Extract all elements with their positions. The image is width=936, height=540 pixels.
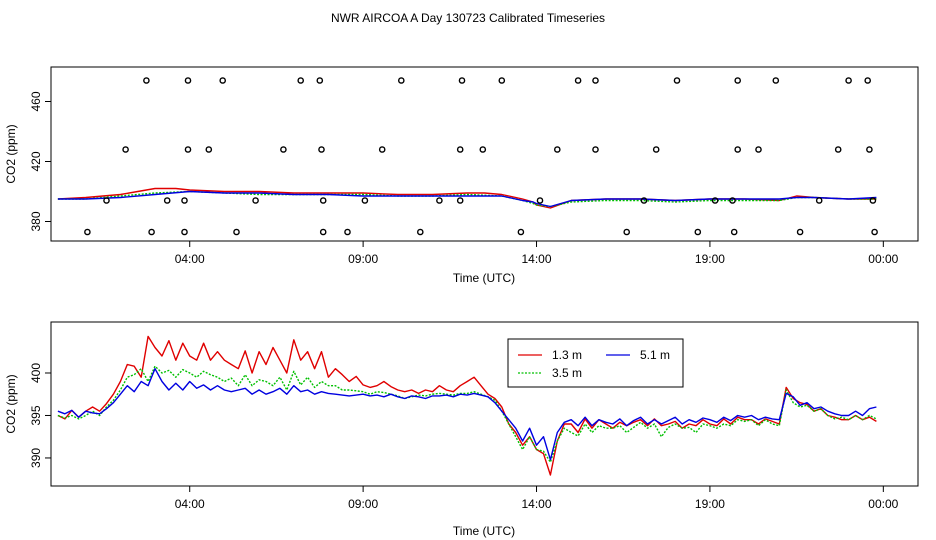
panel-2-plot-frame bbox=[50, 321, 919, 487]
calibration-point bbox=[219, 77, 226, 84]
calibration-point bbox=[122, 146, 129, 153]
calibration-point bbox=[592, 146, 599, 153]
panel-1-x-axis-label: Time (UTC) bbox=[453, 271, 515, 285]
calibration-point bbox=[184, 146, 192, 153]
calibration-point bbox=[436, 197, 443, 204]
calibration-point bbox=[319, 228, 327, 236]
panel-2-x-tick-label: 00:00 bbox=[868, 497, 898, 511]
panel-2-y-tick-label: 400 bbox=[29, 363, 43, 383]
calibration-point bbox=[378, 146, 386, 153]
panel-1-calibration-points bbox=[84, 77, 878, 236]
panel-1-y-axis: 380 420 460 bbox=[29, 91, 51, 232]
panel-2-series-line-1-3m bbox=[57, 335, 877, 476]
panel-1-x-axis: 04:00 09:00 14:00 19:00 00:00 bbox=[175, 241, 899, 266]
panel-2-y-axis-label: CO2 (ppm) bbox=[4, 374, 18, 433]
calibration-point bbox=[297, 77, 305, 84]
calibration-point bbox=[397, 77, 405, 84]
calibration-point bbox=[181, 228, 188, 236]
calibration-point bbox=[456, 197, 464, 204]
calibration-point bbox=[845, 77, 852, 84]
calibration-point bbox=[479, 146, 487, 153]
calibration-point bbox=[319, 197, 327, 204]
calibration-point bbox=[734, 77, 742, 84]
panel-1-y-tick-label: 380 bbox=[29, 211, 43, 231]
calibration-point bbox=[361, 197, 369, 204]
panel-1-calibration-chart: 04:00 09:00 14:00 19:00 00:00 380 420 460 Time… bbox=[4, 66, 919, 285]
calibration-point bbox=[181, 197, 188, 204]
calibration-point bbox=[866, 146, 873, 153]
calibration-point bbox=[163, 197, 171, 204]
panel-2-series-line-5-1m bbox=[57, 368, 877, 461]
calibration-point bbox=[103, 197, 110, 204]
panel-1-y-axis-label: CO2 (ppm) bbox=[4, 124, 18, 183]
panel-2-x-tick-label: 09:00 bbox=[348, 497, 378, 511]
calibration-point bbox=[673, 77, 681, 84]
calibration-point bbox=[834, 146, 842, 153]
panel-1-plot-frame bbox=[50, 66, 919, 242]
calibration-point bbox=[184, 77, 192, 84]
panel-2-y-tick-label: 395 bbox=[29, 405, 43, 425]
panel-2-y-tick-label: 390 bbox=[29, 448, 43, 468]
panel-1-x-tick-label: 04:00 bbox=[175, 252, 205, 266]
calibration-point bbox=[640, 197, 648, 204]
panel-1-series bbox=[57, 187, 877, 209]
calibration-point bbox=[498, 77, 506, 84]
calibration-point bbox=[458, 77, 466, 84]
calibration-point bbox=[796, 228, 804, 236]
calibration-point bbox=[280, 146, 287, 153]
calibration-point bbox=[729, 197, 736, 204]
calibration-point bbox=[318, 146, 325, 153]
panel-1-x-tick-label: 19:00 bbox=[695, 252, 725, 266]
calibration-point bbox=[574, 77, 582, 84]
panel-2-series bbox=[57, 335, 877, 476]
calibration-point bbox=[536, 197, 544, 204]
legend-label-3-5m: 3.5 m bbox=[552, 366, 582, 380]
calibration-point bbox=[730, 228, 738, 236]
calibration-point bbox=[554, 146, 561, 153]
panel-1-x-tick-label: 14:00 bbox=[522, 252, 552, 266]
panel-1-series-line-5-1m bbox=[57, 190, 877, 208]
calibration-point bbox=[416, 228, 424, 236]
legend-label-5-1m: 5.1 m bbox=[640, 348, 670, 362]
panel-2-series-line-3-5m bbox=[57, 365, 877, 463]
chart-title: NWR AIRCOA A Day 130723 Calibrated Times… bbox=[331, 11, 605, 25]
calibration-point bbox=[233, 228, 240, 236]
calibration-point bbox=[316, 77, 324, 84]
panel-2-x-axis: 04:00 09:00 14:00 19:00 00:00 bbox=[175, 486, 899, 511]
calibration-point bbox=[711, 197, 719, 204]
calibration-point bbox=[694, 228, 702, 236]
calibration-point bbox=[205, 146, 213, 153]
calibration-point bbox=[344, 228, 351, 236]
calibration-point bbox=[652, 146, 660, 153]
panel-2-y-axis: 390 395 400 bbox=[29, 363, 51, 468]
calibration-point bbox=[592, 77, 599, 84]
calibration-point bbox=[623, 228, 631, 236]
panel-1-y-tick-label: 460 bbox=[29, 91, 43, 111]
calibration-point bbox=[864, 77, 872, 84]
calibration-point bbox=[517, 228, 525, 236]
panel-1-y-tick-label: 420 bbox=[29, 151, 43, 171]
legend-label-1-3m: 1.3 m bbox=[552, 348, 582, 362]
calibration-point bbox=[456, 146, 464, 153]
panel-2-x-tick-label: 14:00 bbox=[522, 497, 552, 511]
panel-2-x-tick-label: 19:00 bbox=[695, 497, 725, 511]
calibration-point bbox=[871, 228, 878, 236]
legend-box bbox=[507, 338, 684, 388]
calibration-point bbox=[143, 77, 150, 84]
panel-2-timeseries-chart: 04:00 09:00 14:00 19:00 00:00 390 395 400 Time… bbox=[4, 321, 919, 538]
legend: 1.3 m 3.5 m 5.1 m bbox=[507, 338, 684, 388]
panel-1-x-tick-label: 00:00 bbox=[868, 252, 898, 266]
calibration-point bbox=[869, 197, 877, 204]
calibration-point bbox=[148, 228, 155, 236]
calibration-point bbox=[755, 146, 762, 153]
panel-2-x-tick-label: 04:00 bbox=[175, 497, 205, 511]
calibration-point bbox=[252, 197, 259, 204]
calibration-point bbox=[734, 146, 742, 153]
panel-2-x-axis-label: Time (UTC) bbox=[453, 524, 515, 538]
calibration-point bbox=[772, 77, 780, 84]
calibration-point bbox=[815, 197, 823, 204]
panel-1-x-tick-label: 09:00 bbox=[348, 252, 378, 266]
calibration-point bbox=[84, 228, 91, 236]
